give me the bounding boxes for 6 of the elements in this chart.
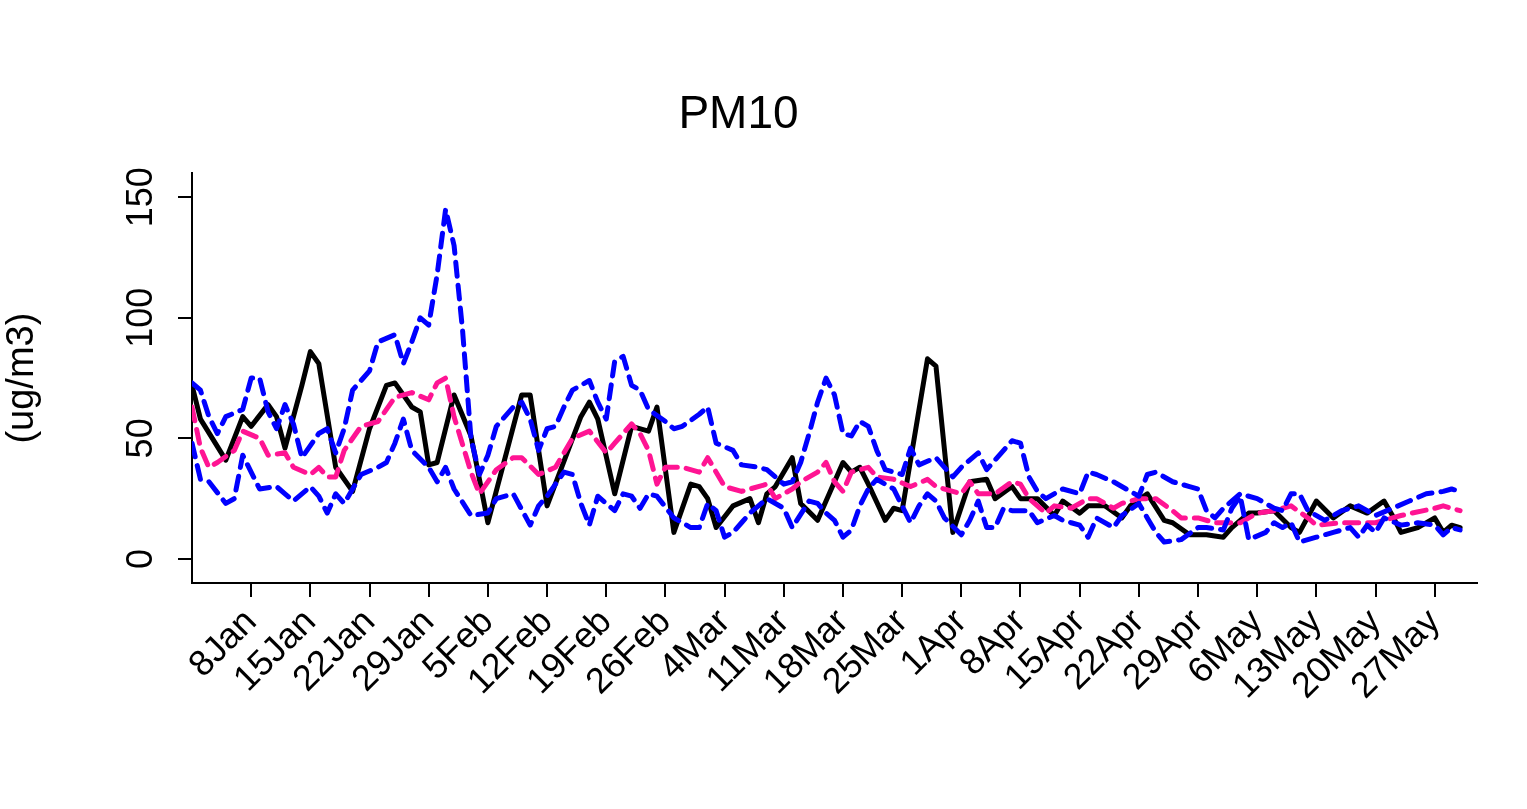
y-tick-label: 150 [118,167,160,228]
y-tick-label: 0 [118,548,160,569]
y-tick-label: 50 [118,418,160,459]
chart-title: PM10 [678,86,799,139]
y-tick-label: 100 [118,287,160,348]
y-axis-title: (ug/m3) [0,312,42,444]
